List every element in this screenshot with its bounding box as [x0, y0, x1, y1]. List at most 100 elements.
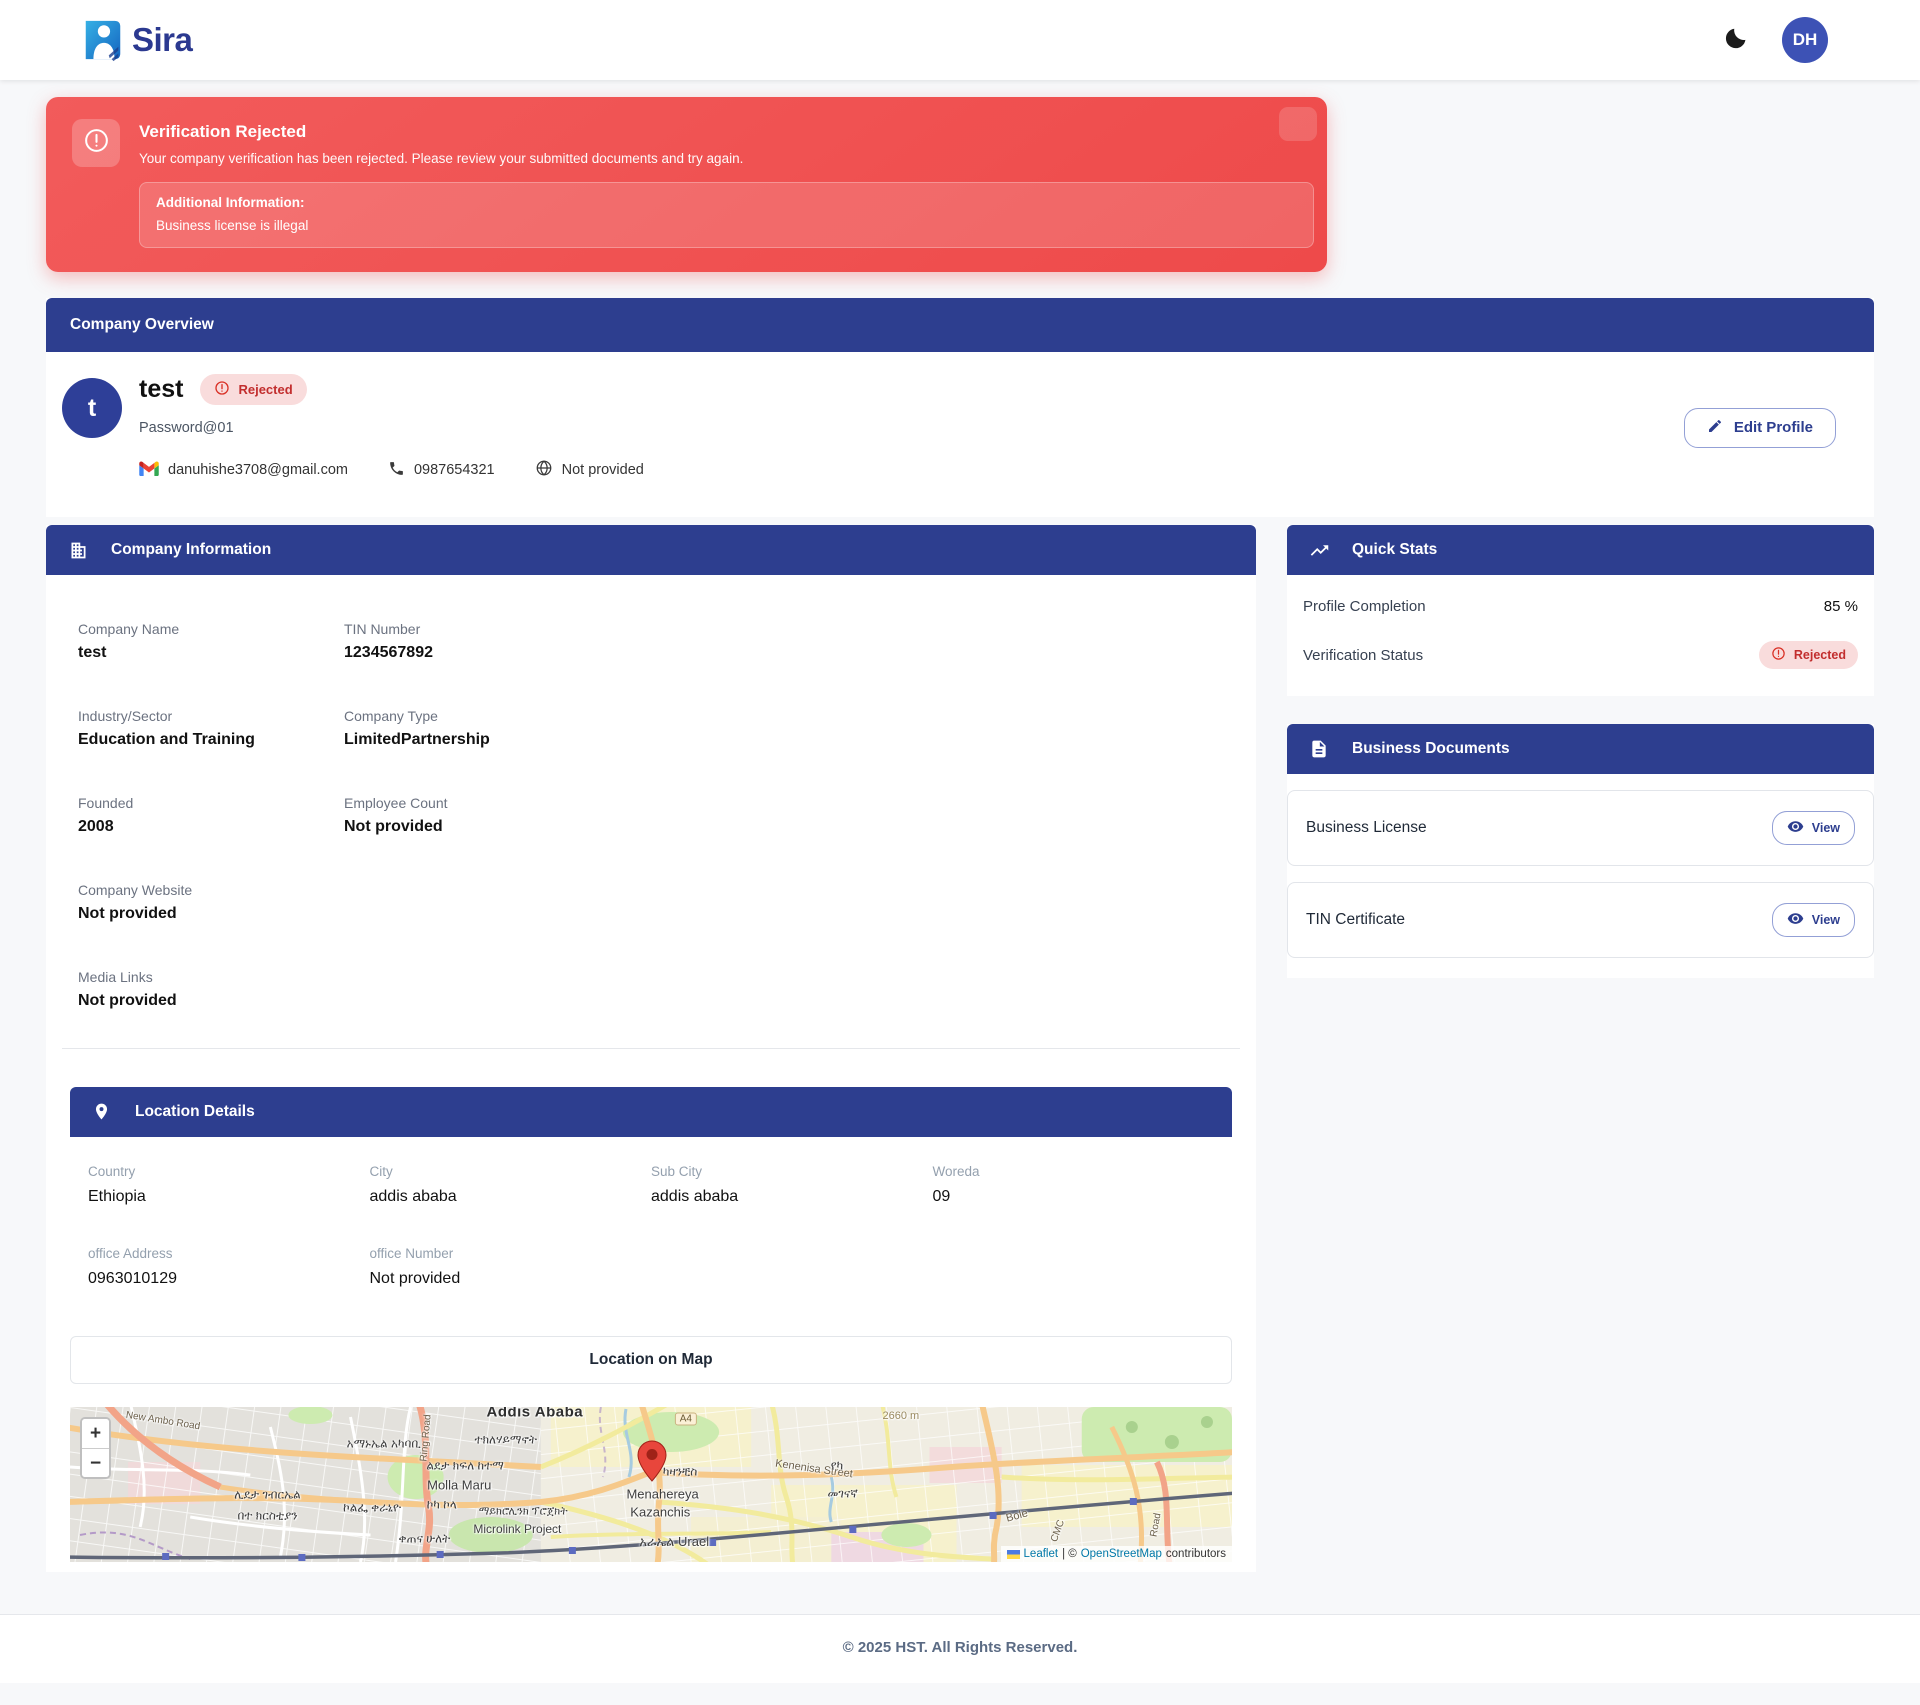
- leaflet-link[interactable]: Leaflet: [1023, 1548, 1059, 1560]
- company-overview-card: Company Overview t test Reje: [46, 298, 1874, 517]
- alert-additional-info-text: Business license is illegal: [156, 218, 309, 233]
- trending-up-icon: [1309, 540, 1330, 561]
- map-label: CMC: [1048, 1518, 1067, 1544]
- alert-additional-info-label: Additional Information:: [156, 195, 305, 210]
- quick-stats-title: Quick Stats: [1352, 541, 1438, 558]
- alert-circle-icon: [1771, 646, 1786, 664]
- company-information-header: Company Information: [46, 525, 1256, 575]
- document-row-tin-certificate: TIN Certificate View: [1287, 882, 1874, 958]
- profile-completion-value: 85 %: [1823, 598, 1858, 615]
- phone-item[interactable]: 0987654321: [388, 460, 495, 481]
- business-documents-card: Business Documents Business License View: [1287, 724, 1874, 978]
- openstreetmap-link[interactable]: OpenStreetMap: [1080, 1548, 1162, 1560]
- field-office-address: office Address 0963010129: [88, 1246, 370, 1288]
- map-zoom-out-button[interactable]: −: [82, 1448, 109, 1477]
- field-industry-sector: Industry/Sector Education and Training: [78, 708, 344, 749]
- location-details-grid: Country Ethiopia City addis ababa Sub Ci…: [70, 1137, 1232, 1288]
- field-label: Industry/Sector: [78, 708, 173, 724]
- status-badge-label: Rejected: [238, 382, 293, 397]
- field-value: LimitedPartnership: [344, 731, 490, 748]
- company-overview-header: Company Overview: [46, 298, 1874, 352]
- field-value: Education and Training: [78, 731, 255, 748]
- field-label: Company Website: [78, 882, 193, 898]
- location-details-title: Location Details: [135, 1103, 255, 1120]
- verification-status-badge: Rejected: [1758, 641, 1858, 669]
- map-label: አራኤል Urael: [639, 1533, 710, 1549]
- edit-profile-button[interactable]: Edit Profile: [1683, 407, 1836, 448]
- profile-completion-row: Profile Completion 85 %: [1303, 585, 1858, 628]
- company-overview-title: Company Overview: [70, 316, 214, 333]
- map-label: Molla Maru: [427, 1477, 492, 1492]
- leaflet-map[interactable]: Addis Ababa 2660 m A4 New Ambo Road Ring Roa…: [70, 1407, 1232, 1562]
- map-label: Bole: [1004, 1506, 1030, 1525]
- verification-status-row: Verification Status Rejected: [1303, 628, 1858, 682]
- map-marker-icon[interactable]: [637, 1440, 667, 1487]
- gmail-icon: [139, 461, 159, 480]
- eye-icon: [1787, 910, 1804, 930]
- field-value: 2008: [78, 818, 114, 835]
- map-zoom-in-button[interactable]: +: [82, 1419, 109, 1448]
- field-country: Country Ethiopia: [88, 1164, 370, 1206]
- map-label: ማይክሮሊንክ ፕሮጀክት: [478, 1505, 568, 1518]
- moon-icon: [1722, 25, 1749, 55]
- page-content: Verification Rejected Your company verif…: [0, 80, 1920, 1572]
- user-avatar[interactable]: DH: [1782, 17, 1828, 63]
- attribution-separator: | ©: [1062, 1548, 1077, 1560]
- document-row-business-license: Business License View: [1287, 790, 1874, 866]
- alert-close-button[interactable]: [1279, 107, 1317, 141]
- field-tin-number: TIN Number 1234567892: [344, 621, 1224, 662]
- topbar-actions: DH: [1718, 17, 1828, 63]
- field-value: test: [78, 644, 107, 661]
- map-label: New Ambo Road: [125, 1409, 201, 1433]
- field-label: City: [369, 1164, 393, 1179]
- map-label: ልደታ ክፍለ ከተማ: [426, 1458, 504, 1473]
- field-woreda: Woreda 09: [933, 1164, 1215, 1206]
- location-details-header: Location Details: [70, 1087, 1232, 1137]
- divider: [62, 1048, 1240, 1049]
- phone-icon: [388, 460, 405, 481]
- field-company-name: Company Name test: [78, 621, 344, 662]
- map-label: Addis Ababa: [486, 1407, 584, 1421]
- field-employee-count: Employee Count Not provided: [344, 795, 1224, 836]
- verification-rejected-alert: Verification Rejected Your company verif…: [46, 97, 1327, 272]
- map-label: Microlink Project: [473, 1522, 562, 1537]
- document-name: TIN Certificate: [1306, 911, 1406, 928]
- field-label: TIN Number: [344, 621, 421, 637]
- email-item[interactable]: danuhishe3708@gmail.com: [139, 461, 348, 480]
- field-label: office Address: [88, 1246, 173, 1261]
- field-sub-city: Sub City addis ababa: [651, 1164, 933, 1206]
- location-pin-icon: [92, 1102, 113, 1123]
- field-company-website: Company Website Not provided: [78, 882, 344, 923]
- map-zoom-control: + −: [80, 1417, 111, 1479]
- view-tin-certificate-button[interactable]: View: [1771, 903, 1855, 937]
- field-label: Company Name: [78, 621, 180, 637]
- map-label: ካዛንቺስ: [662, 1464, 698, 1479]
- map-label: መገናኛ: [827, 1486, 858, 1501]
- status-badge: Rejected: [200, 374, 307, 405]
- field-label: Employee Count: [344, 795, 448, 811]
- field-label: Founded: [78, 795, 134, 811]
- field-value: 09: [932, 1188, 951, 1205]
- field-office-number: office Number Not provided: [370, 1246, 652, 1288]
- map-attribution: Leaflet | © OpenStreetMap contributors: [1000, 1546, 1232, 1562]
- field-value: Not provided: [78, 992, 177, 1009]
- map-label: Menahereya: [626, 1486, 699, 1502]
- map-label: አማኑኤል አካባቢ: [346, 1436, 421, 1451]
- brand[interactable]: Sira: [80, 17, 193, 63]
- verification-status-label: Verification Status: [1303, 646, 1424, 664]
- alert-title: Verification Rejected: [139, 122, 307, 141]
- dark-mode-toggle[interactable]: [1718, 23, 1752, 57]
- field-founded: Founded 2008: [78, 795, 344, 836]
- quick-stats-card: Quick Stats Profile Completion 85 % Veri…: [1287, 525, 1874, 696]
- field-value: addis ababa: [369, 1188, 457, 1205]
- field-label: Country: [88, 1164, 136, 1179]
- field-value: addis ababa: [651, 1188, 739, 1205]
- map-label: ኮልፌ ቀራኒዮ: [343, 1500, 402, 1515]
- map-label: ተክለሃይማኖት: [474, 1432, 538, 1447]
- website-text: Not provided: [561, 462, 644, 478]
- map-label: በተ ክርስቲያን: [237, 1508, 298, 1522]
- view-business-license-button[interactable]: View: [1771, 811, 1855, 845]
- brand-name: Sira: [132, 21, 193, 58]
- top-navigation-bar: Sira DH: [0, 0, 1920, 80]
- field-value: 0963010129: [88, 1270, 177, 1287]
